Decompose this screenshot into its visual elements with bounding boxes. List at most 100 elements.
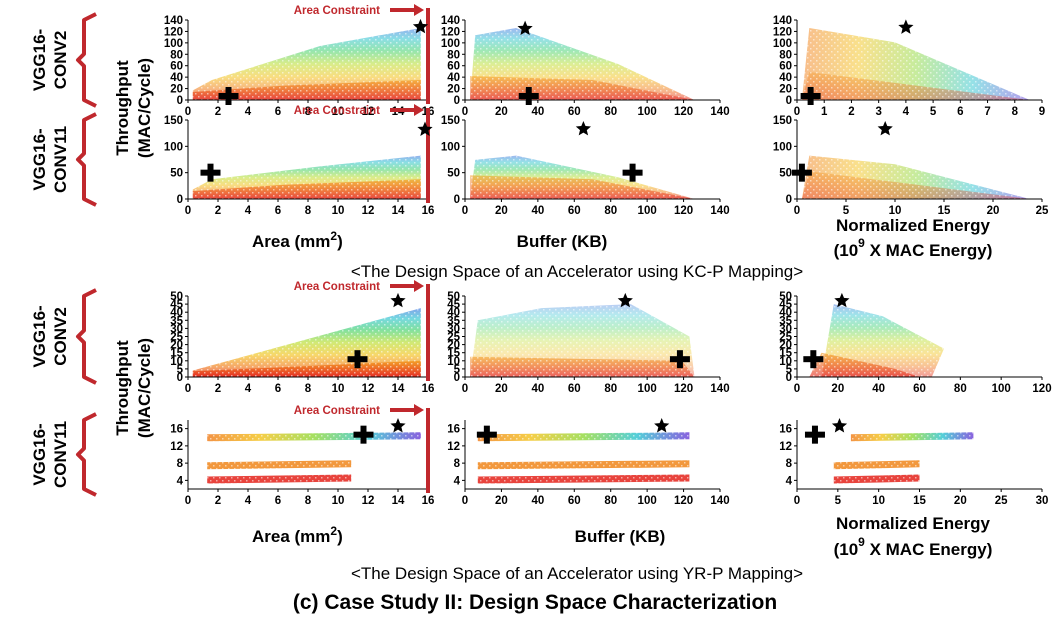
x-tick-label: 2 [215, 495, 221, 507]
x-tick-label: 20 [987, 205, 1000, 217]
y-tick-label: 12 [170, 441, 183, 453]
y-tick-label: 100 [164, 38, 183, 50]
x-tick-label: 80 [604, 383, 617, 395]
x-tick-label: 0 [185, 205, 191, 217]
y-tick-label: 35 [170, 315, 183, 327]
y-tick-label: 0 [786, 95, 792, 107]
optimal-energy-cross-vertical [811, 425, 818, 444]
y-tick-label: 5 [177, 364, 184, 376]
x-label-energy-yr-line1: Normalized Energy [836, 514, 991, 533]
x-tick-label: 20 [831, 383, 844, 395]
area-constraint-label: Area Constraint [294, 5, 380, 17]
y-tick-label: 35 [779, 315, 792, 327]
x-tick-label: 80 [604, 106, 617, 118]
x-tick-label: 140 [710, 495, 729, 507]
y-tick-label: 4 [177, 475, 184, 487]
x-tick-label: 20 [495, 205, 508, 217]
y-tick-label: 60 [170, 61, 183, 73]
area-constraint-label: Area Constraint [294, 281, 380, 293]
x-tick-label: 140 [710, 106, 729, 118]
x-tick-label: 2 [215, 383, 221, 395]
x-tick-label: 120 [674, 495, 693, 507]
x-tick-label: 12 [362, 106, 375, 118]
y-tick-label: 30 [779, 323, 792, 335]
x-tick-label: 25 [1036, 205, 1049, 217]
x-tick-label: 0 [185, 383, 191, 395]
x-tick-label: 0 [185, 106, 191, 118]
row-label-line2: CONV2 [51, 307, 70, 366]
y-axis-label-kc-line1: Throughput [113, 60, 132, 156]
x-tick-label: 12 [362, 383, 375, 395]
y-tick-label: 5 [786, 364, 793, 376]
x-tick-label: 0 [794, 495, 800, 507]
optimal-throughput-star [390, 292, 406, 308]
x-tick-label: 10 [332, 205, 345, 217]
y-tick-label: 140 [164, 15, 183, 27]
optimal-energy-cross-vertical [225, 87, 232, 105]
optimal-energy-cross-vertical [676, 350, 683, 369]
x-tick-label: 8 [305, 106, 312, 118]
speckle-overlay [797, 420, 1042, 489]
x-tick-label: 25 [995, 495, 1008, 507]
y-tick-label: 100 [773, 141, 792, 153]
y-tick-label: 15 [779, 348, 792, 360]
y-tick-label: 0 [454, 95, 460, 107]
x-tick-label: 5 [843, 205, 850, 217]
y-tick-label: 50 [170, 168, 183, 180]
y-tick-label: 20 [447, 84, 460, 96]
row-label-0-1: VGG16- CONV11 [30, 112, 97, 207]
y-tick-label: 40 [447, 72, 460, 84]
x-label-energy-yr-line2: (109 X MAC Energy) [834, 535, 993, 559]
x-tick-label: 6 [275, 106, 281, 118]
x-label-buffer-yr: Buffer (KB) [575, 527, 666, 546]
row-label-line1: VGG16- [30, 305, 49, 367]
x-tick-label: 4 [903, 106, 910, 118]
y-tick-label: 35 [447, 315, 460, 327]
optimal-energy-cross-vertical [629, 163, 636, 182]
y-tick-label: 20 [779, 340, 792, 352]
x-tick-label: 20 [495, 495, 508, 507]
row-bracket [76, 412, 97, 497]
x-tick-label: 8 [1012, 106, 1019, 118]
y-tick-label: 50 [447, 168, 460, 180]
y-tick-label: 60 [447, 61, 460, 73]
x-tick-label: 40 [531, 205, 544, 217]
y-tick-label: 16 [170, 424, 183, 436]
x-tick-label: 120 [674, 205, 693, 217]
x-tick-label: 10 [332, 106, 345, 118]
x-tick-label: 20 [495, 106, 508, 118]
optimal-throughput-star [617, 292, 633, 308]
x-tick-label: 140 [710, 205, 729, 217]
y-tick-label: 80 [447, 49, 460, 61]
panel-buffer-1-1: 4 8 12 16 0 20 40 60 80 100 120 140 [447, 418, 730, 507]
x-tick-label: 5 [930, 106, 937, 118]
x-tick-label: 60 [913, 383, 926, 395]
optimal-energy-cross-vertical [810, 350, 817, 369]
area-constraint-arrow-head [414, 404, 424, 416]
x-tick-label: 14 [392, 383, 405, 395]
x-tick-label: 0 [462, 205, 468, 217]
row-label-line1: VGG16- [30, 29, 49, 91]
x-tick-label: 16 [422, 205, 435, 217]
y-tick-label: 20 [447, 340, 460, 352]
y-tick-label: 15 [170, 348, 183, 360]
x-tick-label: 140 [710, 383, 729, 395]
row-bracket [76, 288, 97, 385]
optimal-energy-cross-vertical [207, 163, 214, 182]
optimal-throughput-star [575, 121, 591, 136]
optimal-energy-cross-vertical [354, 350, 361, 369]
y-tick-label: 0 [177, 194, 183, 206]
y-tick-label: 0 [454, 372, 460, 384]
y-tick-label: 45 [447, 299, 460, 311]
x-tick-label: 2 [215, 205, 221, 217]
y-tick-label: 60 [779, 61, 792, 73]
y-tick-label: 16 [779, 424, 792, 436]
y-tick-label: 5 [454, 364, 461, 376]
y-tick-label: 30 [447, 323, 460, 335]
section-caption-kc: <The Design Space of an Accelerator usin… [351, 262, 803, 281]
x-tick-label: 6 [957, 106, 963, 118]
